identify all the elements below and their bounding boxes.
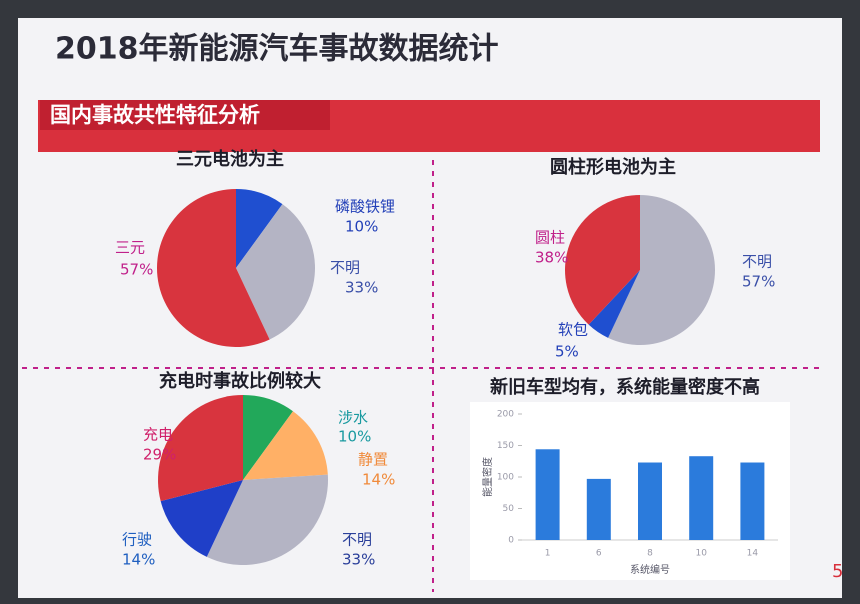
slice-value-label: 38% bbox=[535, 249, 568, 267]
y-tick-label: 50 bbox=[503, 504, 515, 514]
slice-value-label: 57% bbox=[120, 261, 153, 279]
pie-slice bbox=[157, 189, 270, 347]
y-tick-label: 150 bbox=[497, 441, 514, 451]
pie-slice bbox=[206, 474, 328, 565]
banner-box bbox=[40, 100, 330, 130]
slide-title: 2018年新能源汽车事故数据统计 bbox=[55, 32, 499, 67]
pie-slice bbox=[158, 395, 243, 502]
x-tick-label: 14 bbox=[747, 549, 759, 559]
slice-value-label: 33% bbox=[342, 551, 375, 569]
x-axis-label: 系统编号 bbox=[630, 563, 670, 576]
pie-slice bbox=[565, 195, 640, 325]
bar bbox=[638, 462, 662, 540]
bar bbox=[586, 478, 611, 540]
page-number: 5 bbox=[832, 561, 843, 582]
y-axis-label: 能量密度 bbox=[481, 457, 494, 497]
pie-slice bbox=[243, 395, 293, 480]
x-tick-label: 10 bbox=[695, 549, 707, 559]
y-tick-label: 0 bbox=[508, 536, 514, 546]
chart-title: 圆柱形电池为主 bbox=[550, 156, 676, 178]
pie-slice bbox=[236, 204, 315, 340]
x-tick-label: 8 bbox=[647, 549, 653, 559]
slice-value-label: 14% bbox=[362, 471, 395, 489]
bar bbox=[689, 456, 714, 540]
bar bbox=[740, 462, 765, 540]
slice-label: 行驶 bbox=[122, 531, 152, 549]
slice-label: 充电 bbox=[143, 426, 173, 444]
bar bbox=[535, 449, 560, 540]
slice-value-label: 29% bbox=[143, 446, 176, 464]
chart-title: 三元电池为主 bbox=[176, 148, 284, 170]
slice-value-label: 5% bbox=[555, 343, 579, 361]
slice-value-label: 14% bbox=[122, 551, 155, 569]
chart-title: 新旧车型均有，系统能量密度不高 bbox=[490, 376, 760, 398]
slice-label: 不明 bbox=[342, 531, 372, 549]
slice-label: 静置 bbox=[358, 451, 388, 469]
pie-slice bbox=[243, 411, 328, 480]
slice-label: 不明 bbox=[330, 259, 360, 277]
x-tick-label: 1 bbox=[545, 549, 551, 559]
slice-label: 磷酸铁锂 bbox=[335, 198, 395, 216]
slice-value-label: 33% bbox=[345, 279, 378, 297]
y-tick-label: 100 bbox=[497, 473, 514, 483]
banner-text: 国内事故共性特征分析 bbox=[50, 103, 260, 127]
chart-title: 充电时事故比例较大 bbox=[159, 370, 321, 392]
slice-label: 不明 bbox=[742, 253, 772, 271]
slice-label: 圆柱 bbox=[535, 229, 565, 247]
pie-slice bbox=[160, 480, 243, 557]
y-tick-label: 200 bbox=[497, 410, 514, 420]
plot-background bbox=[470, 402, 790, 580]
slice-value-label: 57% bbox=[742, 273, 775, 291]
slice-label: 三元 bbox=[115, 239, 145, 257]
slice-value-label: 10% bbox=[338, 428, 371, 446]
pie-slice bbox=[588, 270, 640, 338]
slice-label: 软包 bbox=[558, 321, 588, 339]
slice-label: 涉水 bbox=[338, 409, 368, 427]
pie-slice bbox=[236, 189, 283, 268]
slice-value-label: 10% bbox=[345, 218, 378, 236]
x-tick-label: 6 bbox=[596, 549, 602, 559]
pie-slice bbox=[608, 195, 715, 345]
